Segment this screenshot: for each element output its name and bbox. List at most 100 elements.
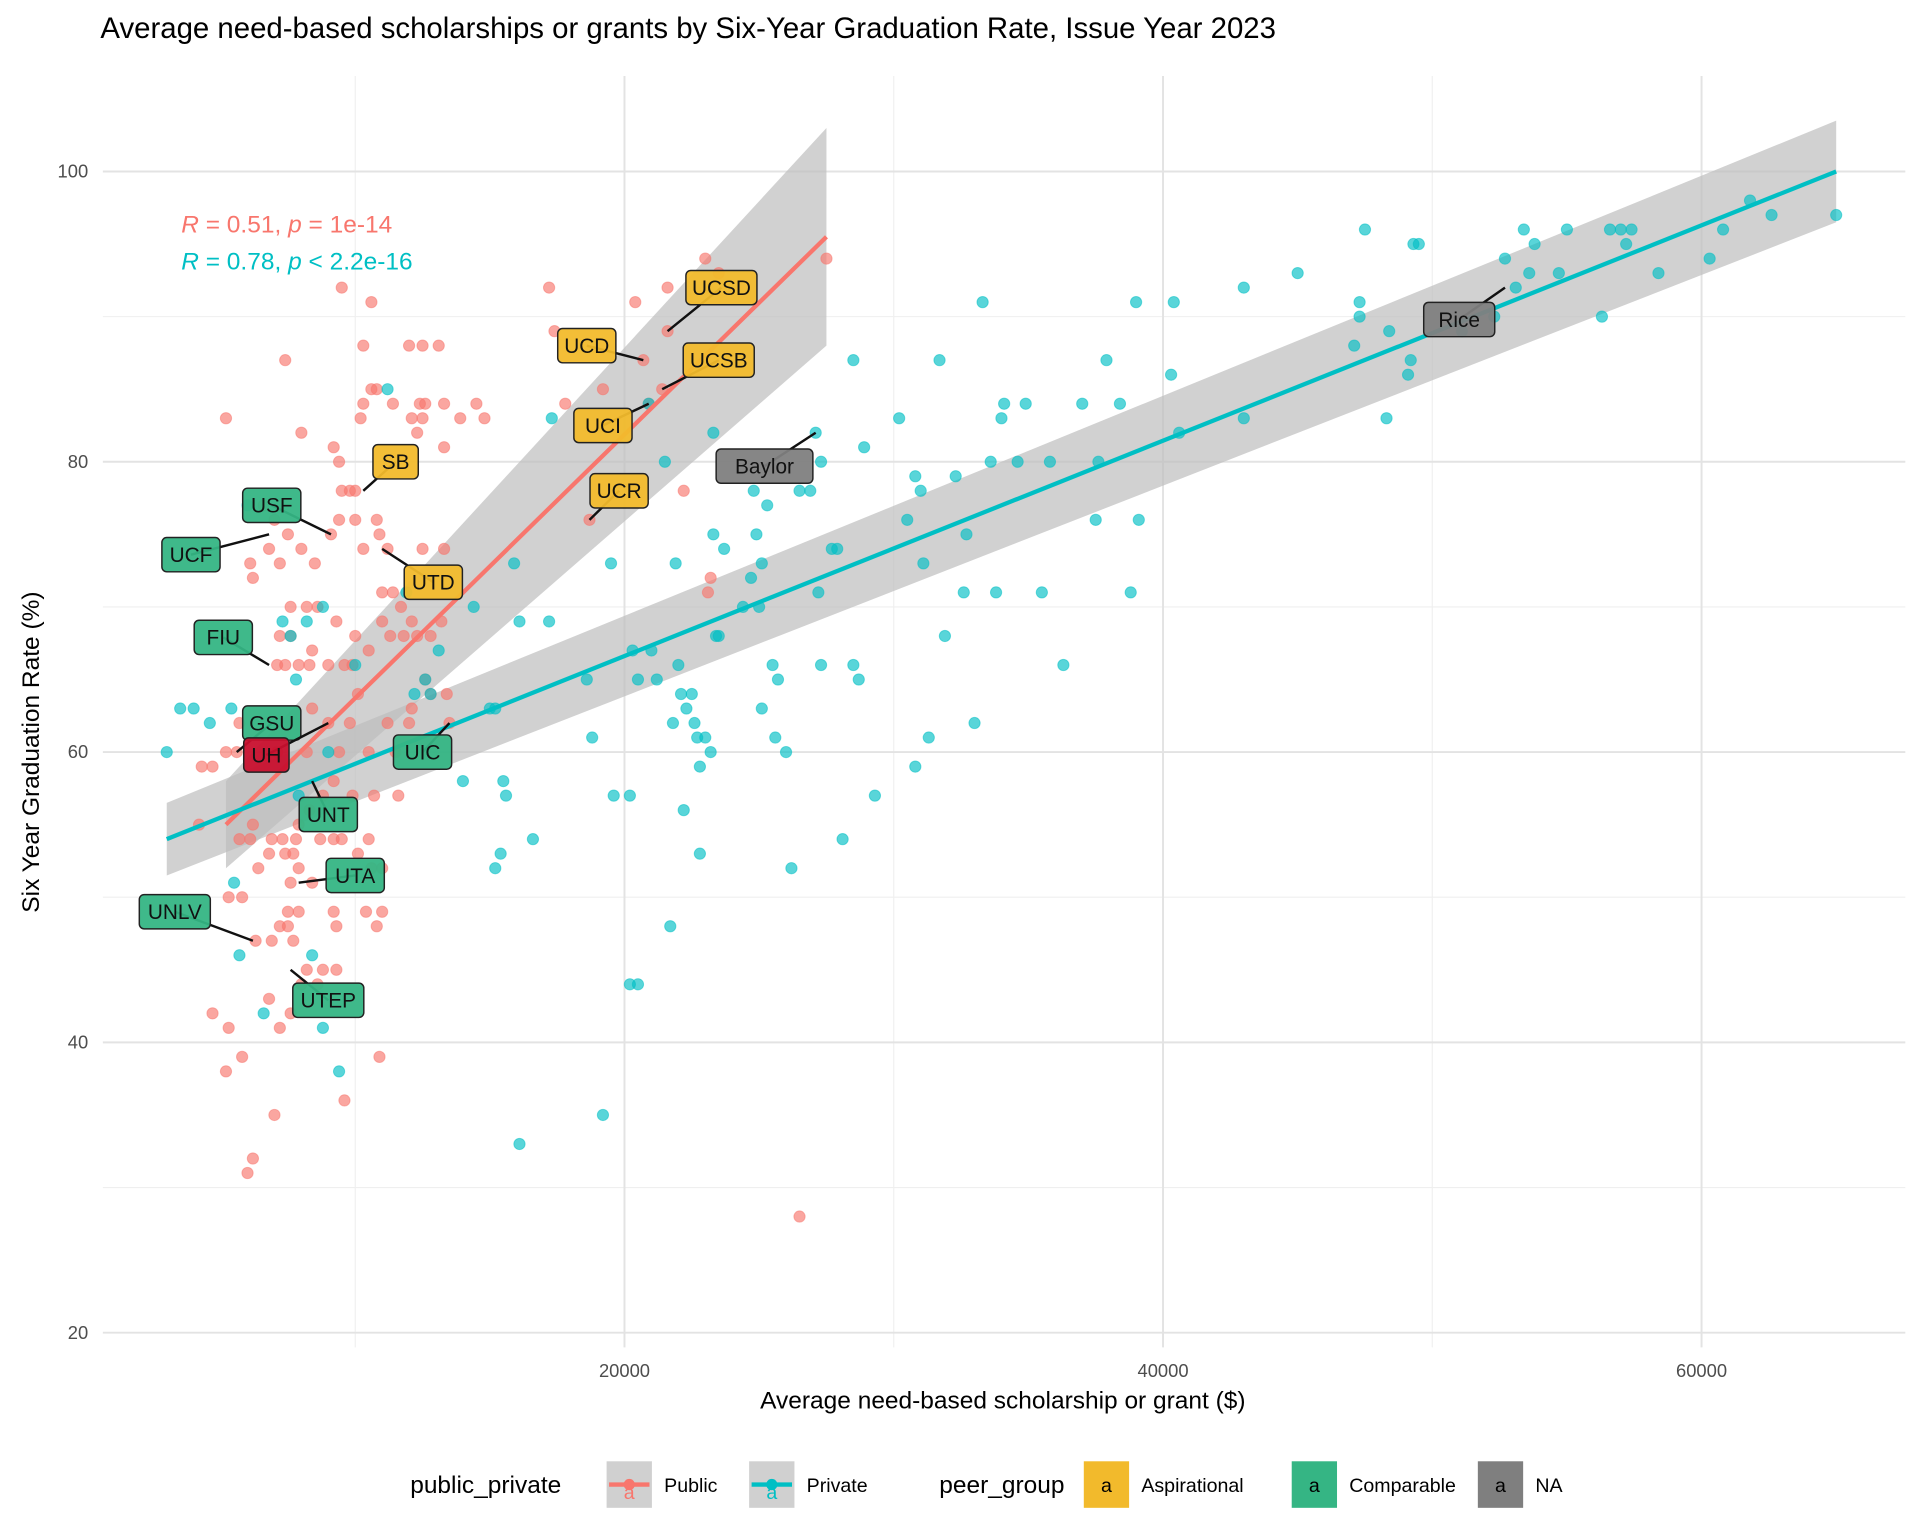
- data-point-private: [596, 1108, 610, 1122]
- data-point-private: [542, 615, 556, 628]
- data-point-private: [744, 571, 758, 585]
- data-point-private: [1652, 266, 1665, 280]
- data-point-public: [440, 687, 453, 701]
- data-point-public: [596, 383, 610, 396]
- data-point-public: [306, 702, 319, 715]
- stat-p-value: < 2.2e-16: [302, 248, 413, 275]
- data-point-private: [984, 455, 997, 468]
- data-point-private: [1353, 310, 1366, 323]
- label-text-utep: UTEP: [301, 990, 356, 1013]
- data-point-private: [707, 528, 720, 541]
- data-point-public: [222, 891, 235, 904]
- data-point-private: [664, 920, 677, 933]
- data-point-private: [1348, 339, 1361, 352]
- data-point-private: [489, 862, 502, 875]
- legend-a-glyph: a: [1101, 1475, 1112, 1497]
- data-point-private: [685, 687, 698, 701]
- data-point-public: [322, 658, 335, 672]
- data-point-private: [586, 731, 599, 744]
- data-point-public: [357, 339, 370, 352]
- data-point-private: [1765, 208, 1778, 222]
- data-point-public: [219, 1065, 233, 1078]
- data-point-public: [394, 600, 408, 614]
- data-point-public: [236, 891, 249, 904]
- data-point-private: [187, 702, 200, 715]
- data-point-public: [287, 934, 300, 947]
- data-point-public: [370, 920, 383, 933]
- legend-title-public-private: public_private: [410, 1472, 561, 1499]
- data-point-public: [246, 818, 260, 831]
- data-point-private: [868, 789, 882, 802]
- data-point-public: [392, 789, 405, 802]
- stat-p-value: = 1e-14: [302, 212, 393, 239]
- data-point-private: [499, 789, 513, 802]
- label-text-utd: UTD: [412, 572, 455, 595]
- label-text-ucr: UCR: [597, 480, 642, 503]
- data-point-private: [1164, 368, 1178, 381]
- data-point-public: [405, 615, 418, 628]
- data-point-private: [349, 658, 362, 672]
- stat-r-symbol: R: [181, 248, 199, 275]
- data-point-public: [405, 702, 418, 715]
- x-tick-label: 60000: [1676, 1360, 1727, 1381]
- data-point-private: [688, 716, 701, 730]
- data-point-private: [300, 615, 313, 628]
- label-box-ucd: [556, 327, 617, 364]
- stat-r-symbol: R: [181, 212, 199, 239]
- data-point-public: [284, 876, 297, 889]
- label-text-sb: SB: [382, 451, 410, 474]
- data-point-private: [289, 673, 303, 686]
- data-point-public: [327, 774, 340, 788]
- data-point-public: [273, 1021, 286, 1034]
- label-box-baylor: [715, 448, 814, 485]
- data-point-public: [314, 833, 327, 846]
- label-text-gsu: GSU: [249, 712, 294, 735]
- label-box-uci: [573, 407, 633, 444]
- label-box-unlv: [138, 893, 212, 930]
- data-point-private: [507, 557, 521, 570]
- data-point-public: [704, 571, 717, 585]
- label-text-fiu: FIU: [207, 627, 241, 650]
- data-point-private: [1830, 208, 1843, 222]
- data-point-public: [402, 339, 416, 352]
- data-point-private: [1358, 223, 1372, 236]
- data-point-private: [604, 557, 618, 570]
- data-point-public: [437, 441, 451, 454]
- data-point-public: [246, 1152, 260, 1165]
- data-point-private: [1716, 223, 1730, 236]
- legend-point-glyph: [766, 1478, 778, 1491]
- data-point-public: [373, 528, 386, 541]
- x-axis-title: Average need-based scholarship or grant …: [760, 1388, 1245, 1415]
- data-point-public: [335, 833, 348, 846]
- label-text-usf: USF: [251, 495, 293, 518]
- data-point-public: [699, 252, 712, 265]
- data-point-public: [273, 557, 286, 570]
- data-point-public: [629, 295, 642, 309]
- data-point-private: [623, 789, 636, 802]
- data-point-private: [1498, 252, 1512, 265]
- legend-a-glyph: a: [624, 1482, 635, 1504]
- data-point-public: [820, 252, 833, 265]
- data-point-public: [330, 615, 343, 628]
- data-point-public: [373, 1050, 386, 1064]
- y-tick-label: 20: [68, 1322, 88, 1343]
- label-box-utd: [403, 564, 464, 601]
- data-point-private: [233, 949, 246, 962]
- data-point-private: [432, 644, 445, 657]
- data-point-public: [432, 339, 445, 352]
- legend-label-private: Private: [807, 1475, 868, 1497]
- data-point-private: [852, 673, 865, 686]
- data-point-private: [467, 600, 480, 614]
- data-point-public: [677, 484, 690, 497]
- label-box-fiu: [193, 619, 254, 656]
- data-point-private: [858, 441, 871, 454]
- data-point-public: [268, 1108, 281, 1122]
- data-point-public: [335, 281, 348, 294]
- data-point-public: [376, 586, 389, 599]
- data-point-private: [989, 586, 1003, 599]
- data-point-private: [901, 513, 914, 526]
- data-point-private: [424, 687, 437, 701]
- data-point-private: [938, 629, 952, 643]
- stat-p-symbol: p: [287, 248, 302, 275]
